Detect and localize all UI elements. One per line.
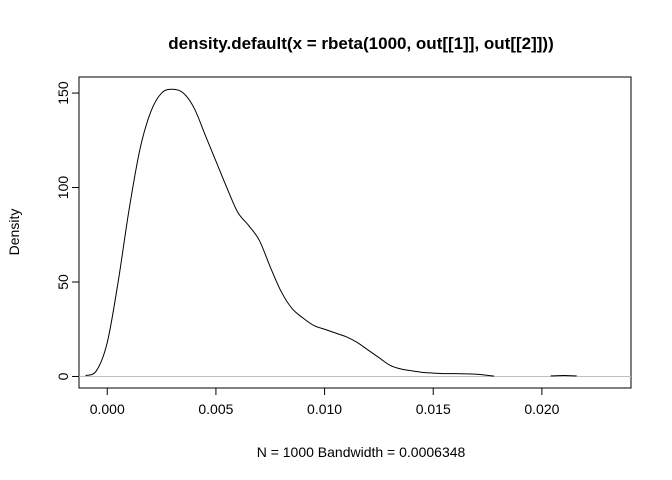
x-axis-label: N = 1000 Bandwidth = 0.0006348 [257,444,466,460]
x-tick-label: 0.005 [198,401,233,417]
y-tick-label: 100 [55,176,71,200]
chart-title: density.default(x = rbeta(1000, out[[1]]… [168,34,554,53]
y-tick-label: 50 [55,274,71,290]
x-axis: 0.000 0.005 0.010 0.015 0.020 [90,387,560,417]
y-axis: 0 50 100 150 [55,81,80,380]
y-tick-label: 150 [55,81,71,105]
x-tick-label: 0.015 [416,401,451,417]
y-tick-label: 0 [55,372,71,380]
x-tick-label: 0.010 [307,401,342,417]
x-tick-label: 0.000 [90,401,125,417]
density-curve-segment-1 [85,88,495,377]
density-curves [85,88,577,377]
x-tick-label: 0.020 [524,401,559,417]
y-axis-label: Density [6,209,22,256]
